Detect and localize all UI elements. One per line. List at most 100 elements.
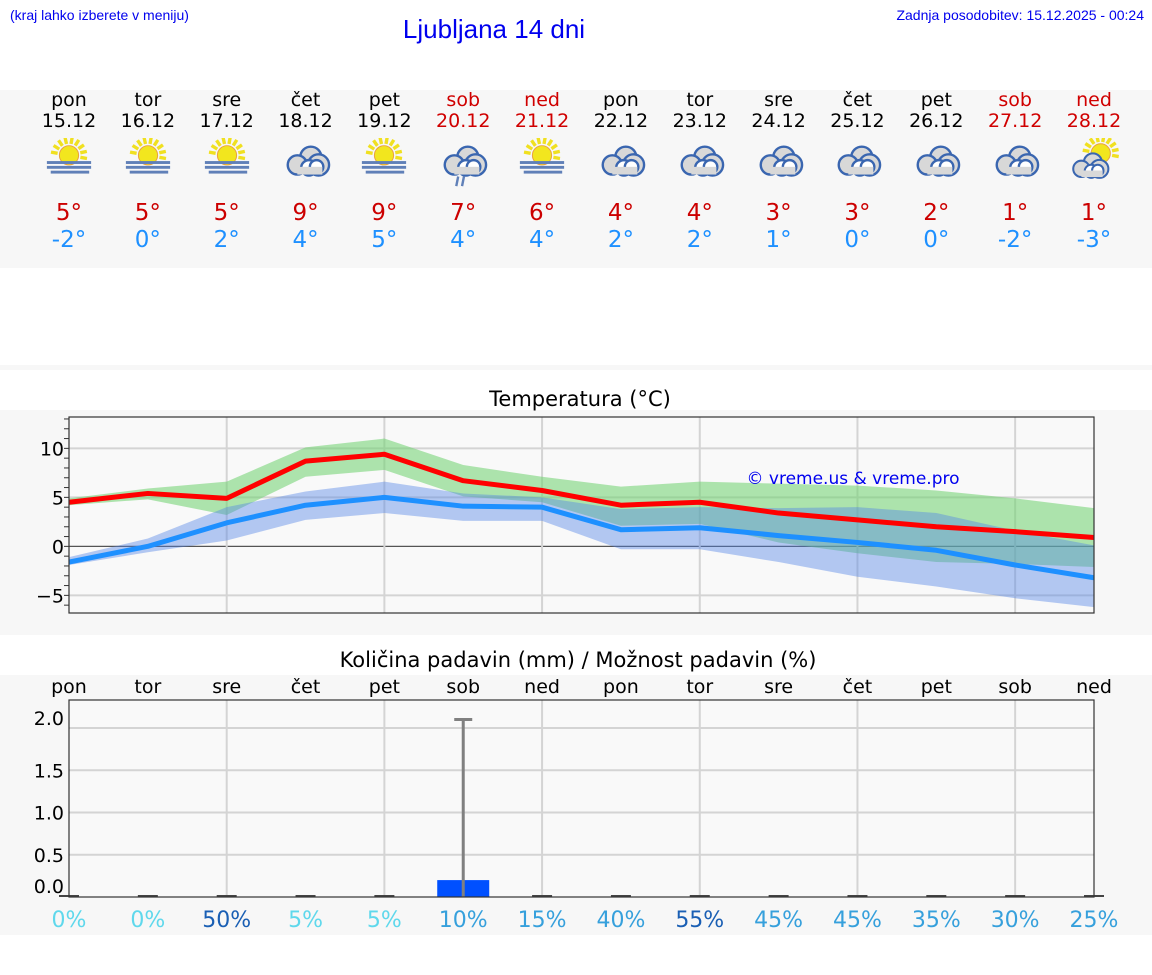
- precip-chance-label: 0%: [130, 908, 165, 933]
- min-temp: -2°: [51, 227, 87, 253]
- precip-chance-label: 5%: [367, 908, 402, 933]
- day-name: pon: [603, 89, 639, 111]
- y-tick-label: 5: [52, 487, 64, 509]
- cloudy-icon: [759, 145, 803, 177]
- day-date: 21.12: [514, 110, 570, 132]
- precip-bar: [295, 895, 316, 897]
- min-temp: 0°: [134, 227, 161, 253]
- max-temp: 9°: [292, 200, 319, 226]
- day-date: 19.12: [357, 110, 412, 132]
- x-day-label: ned: [1076, 676, 1112, 698]
- cloudy-rain-icon: [443, 145, 488, 187]
- max-temp: 9°: [371, 200, 398, 226]
- precip-bar: [768, 895, 789, 897]
- day-forecast: sre 17.12 5° 2°: [187, 90, 267, 254]
- day-date: 27.12: [987, 110, 1043, 132]
- day-date: 22.12: [593, 110, 649, 132]
- sun-fog-icon: [125, 138, 170, 174]
- day-name: čet: [842, 89, 873, 111]
- precip-chance-label: 15%: [518, 908, 567, 933]
- partly-cloudy-icon: [1072, 138, 1120, 179]
- max-temp-range-band: [69, 438, 1094, 567]
- x-day-label: sre: [212, 676, 241, 698]
- day-date: 24.12: [751, 110, 806, 132]
- y-tick-label: 2.0: [34, 708, 64, 730]
- max-temp: 7°: [450, 200, 477, 226]
- min-temp: 4°: [528, 227, 556, 253]
- day-forecast: sob 27.12 1° -2°: [975, 90, 1055, 254]
- min-temp: 2°: [607, 227, 634, 253]
- day-name: pon: [51, 89, 87, 111]
- day-date: 15.12: [41, 110, 97, 132]
- x-day-label: ned: [524, 676, 560, 698]
- cloudy-icon: [995, 145, 1040, 177]
- cloudy-icon: [680, 145, 725, 177]
- y-tick-label: 0: [52, 536, 64, 558]
- day-forecast: pon 22.12 4° 2°: [581, 90, 661, 254]
- day-name: ned: [1076, 89, 1112, 111]
- max-temp: 5°: [134, 200, 161, 226]
- min-temp: 0°: [844, 227, 871, 253]
- precip-bar: [847, 895, 868, 897]
- day-date: 20.12: [436, 110, 491, 132]
- min-temp: 0°: [923, 227, 950, 253]
- y-tick-label: 1.5: [34, 760, 64, 782]
- precip-bar: [137, 895, 158, 897]
- plot-frame: [68, 416, 1095, 614]
- x-day-label: tor: [686, 676, 713, 698]
- max-temp-line: [68, 451, 1095, 541]
- sun-fog-icon: [519, 138, 565, 174]
- max-temp: 3°: [844, 200, 871, 226]
- day-forecast: tor 16.12 5° 0°: [108, 90, 188, 254]
- x-day-label: čet: [291, 676, 321, 698]
- max-temp: 2°: [923, 200, 950, 226]
- day-name: čet: [290, 89, 321, 111]
- sun-fog-icon: [204, 138, 249, 174]
- x-day-label: pet: [369, 676, 400, 698]
- precip-chance-label: 0%: [52, 908, 87, 933]
- min-temp: 2°: [213, 227, 240, 253]
- day-date: 17.12: [199, 110, 254, 132]
- cloudy-icon: [837, 145, 882, 177]
- day-name: pet: [920, 89, 952, 111]
- sun-fog-icon: [46, 138, 92, 174]
- cloudy-icon: [286, 145, 330, 177]
- min-temp: 5°: [371, 227, 398, 253]
- day-date: 18.12: [278, 110, 333, 132]
- precip-chance-label: 25%: [1070, 908, 1119, 933]
- precip-bar: [532, 895, 553, 897]
- max-temp: 4°: [607, 200, 634, 226]
- divider: [0, 365, 1152, 370]
- y-tick-label: 10: [40, 438, 64, 460]
- min-temp-line: [68, 494, 1095, 581]
- x-day-label: sob: [446, 676, 480, 698]
- day-date: 23.12: [672, 110, 727, 132]
- day-name: sre: [764, 89, 794, 111]
- y-tick-label: −5: [36, 585, 64, 607]
- precip-bar: [610, 895, 631, 897]
- max-temp: 1°: [1002, 200, 1029, 226]
- min-temp: 4°: [292, 227, 319, 253]
- precipitation-chart: pon tor sre čet pet sob ned pon tor sre čet pet sob n…: [34, 676, 1119, 933]
- precip-chance-label: 10%: [439, 908, 488, 933]
- precip-chance-label: 30%: [991, 908, 1040, 933]
- min-temp: 4°: [450, 227, 477, 253]
- precipitation-chart-title: Količina padavin (mm) / Možnost padavin …: [339, 648, 817, 672]
- day-name: tor: [686, 89, 714, 111]
- precip-chance-label: 35%: [912, 908, 961, 933]
- page-title: Ljubljana 14 dni: [402, 14, 586, 44]
- precip-chance-label: 40%: [596, 908, 645, 933]
- max-temp: 5°: [213, 200, 240, 226]
- day-forecast: sre 24.12 3° 1°: [739, 90, 819, 254]
- x-day-label: čet: [843, 676, 873, 698]
- day-name: sob: [446, 89, 481, 111]
- day-name: sre: [212, 89, 242, 111]
- x-day-label: pon: [51, 676, 87, 698]
- day-forecast: ned 21.12 6° 4°: [502, 90, 582, 254]
- day-forecast: tor 23.12 4° 2°: [660, 90, 740, 254]
- x-day-label: sre: [764, 676, 793, 698]
- day-name: sob: [998, 89, 1032, 111]
- precip-bar: [216, 895, 237, 897]
- max-temp: 4°: [686, 200, 713, 226]
- day-date: 25.12: [830, 110, 885, 132]
